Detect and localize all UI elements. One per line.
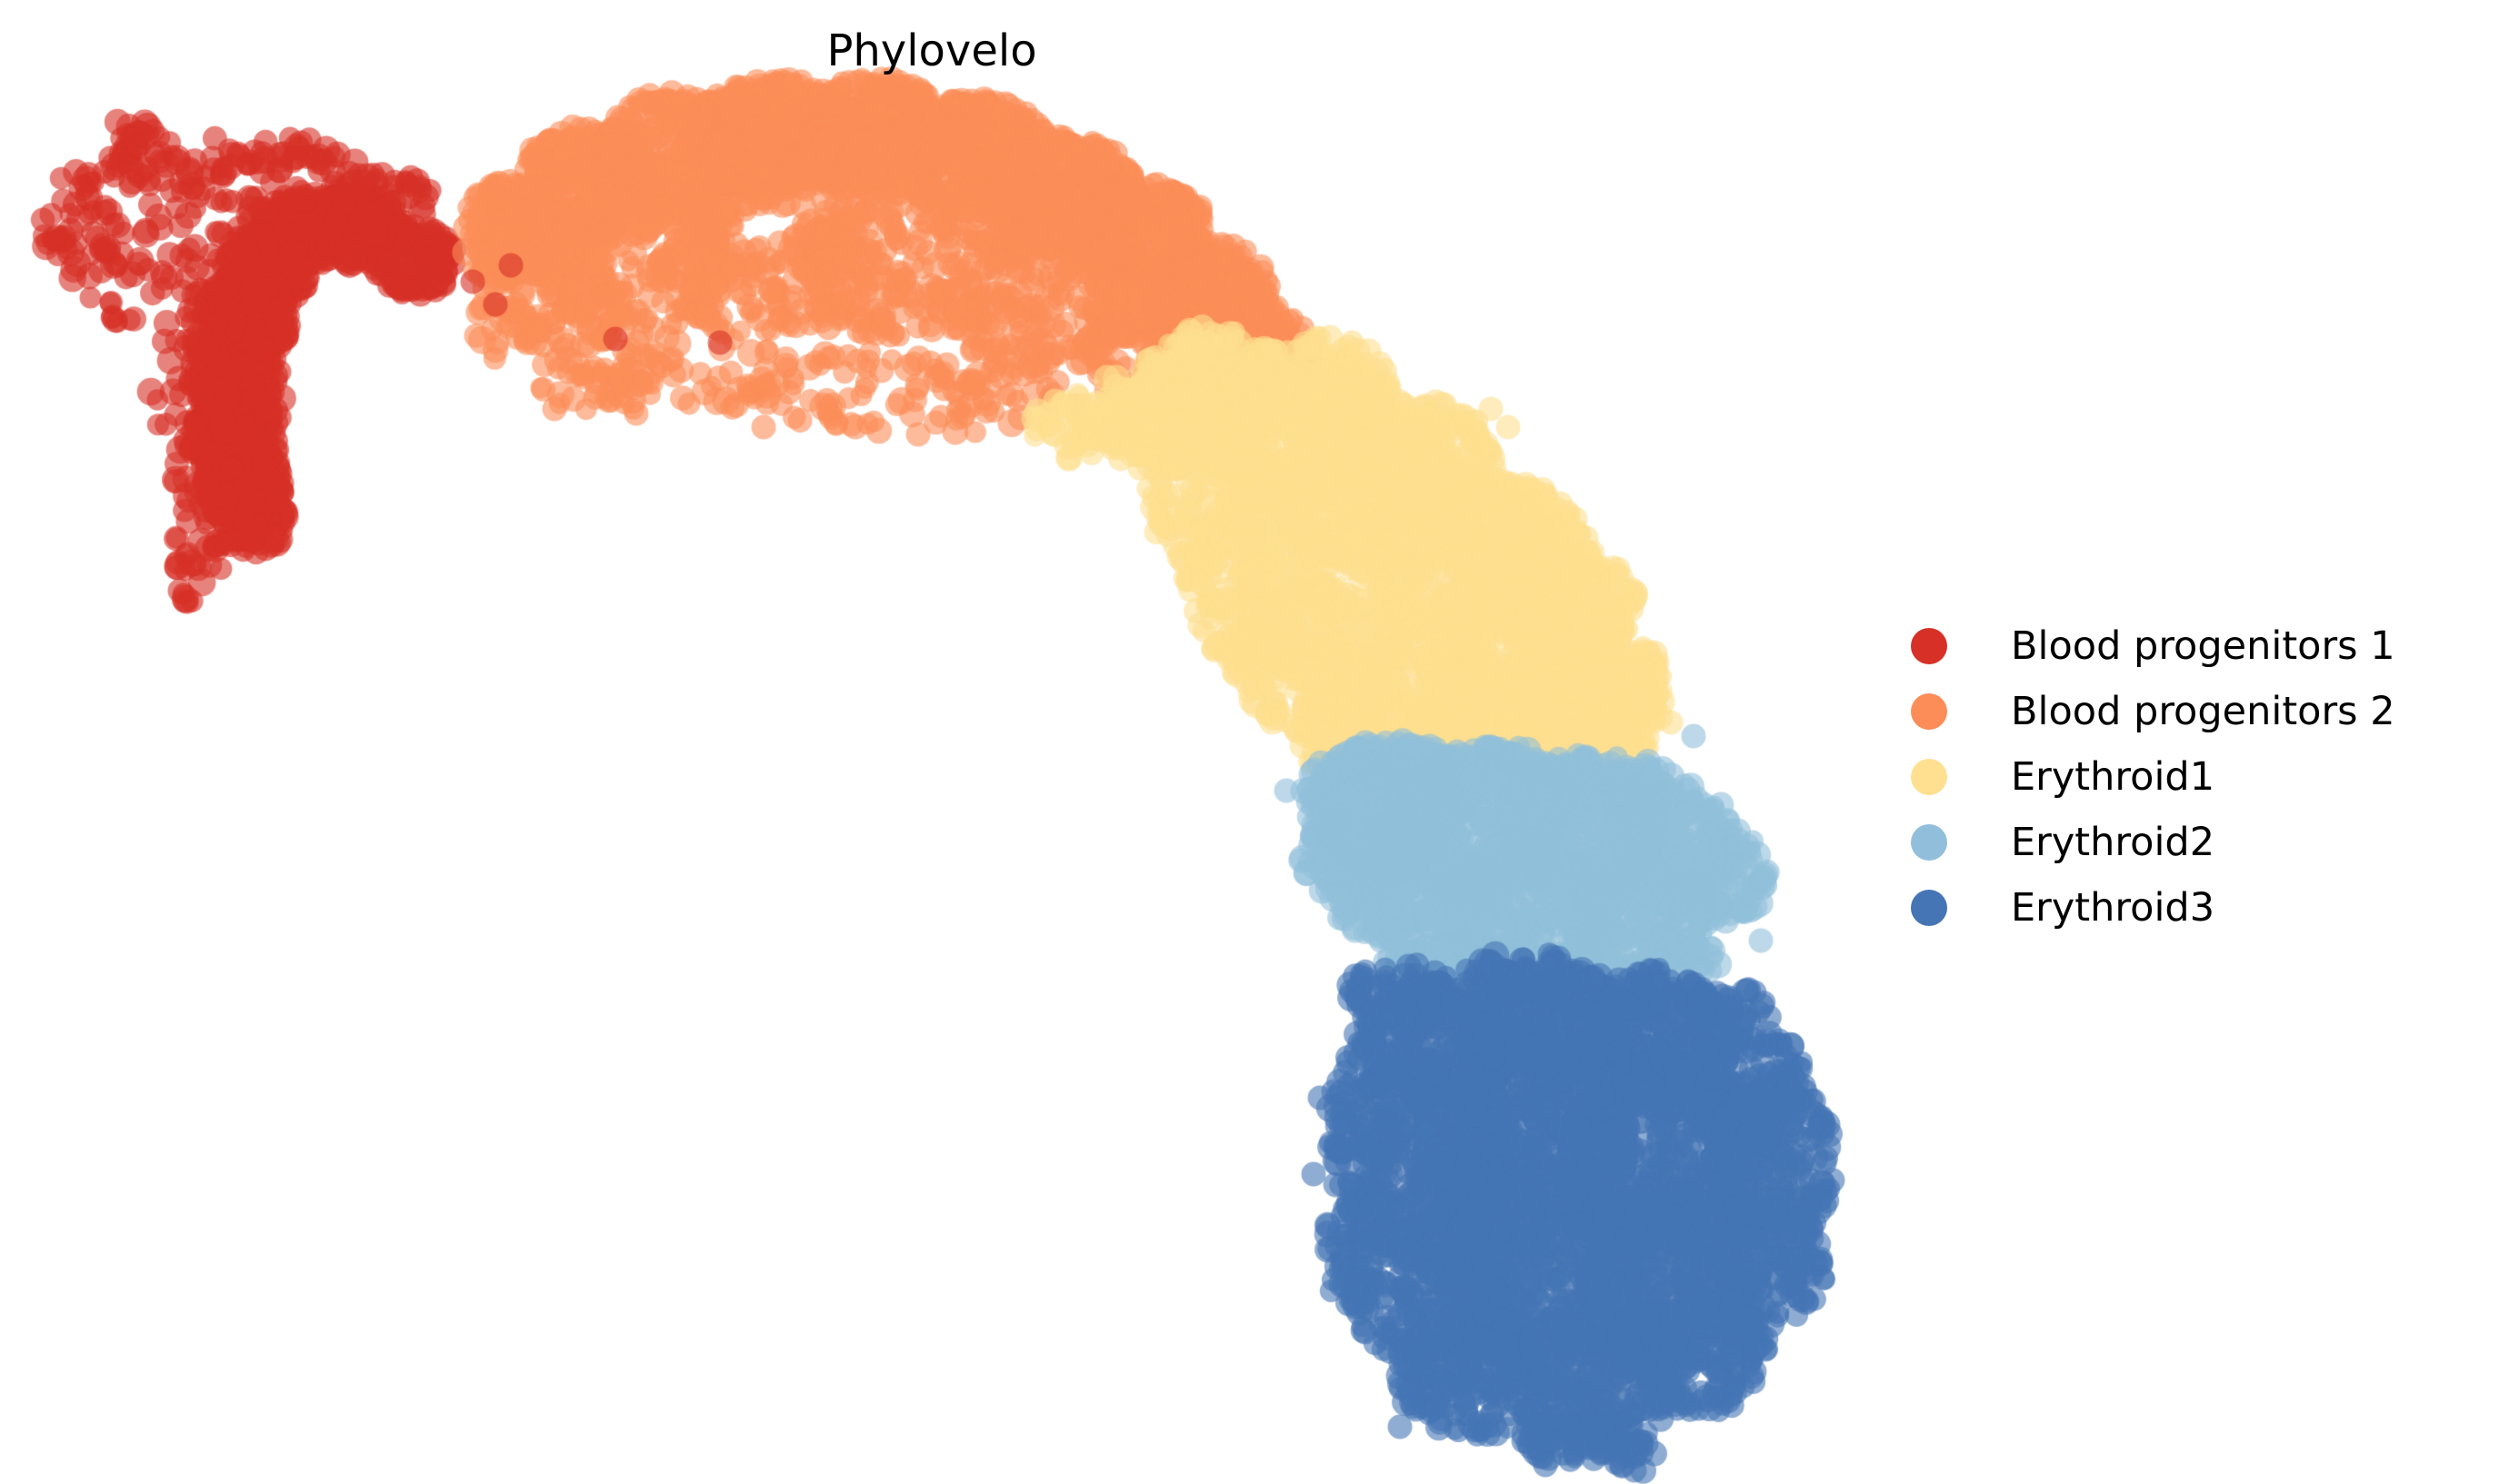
legend-item: Blood progenitors 1 (1909, 613, 2395, 679)
legend-item: Blood progenitors 2 (1909, 679, 2395, 744)
legend-marker (1911, 693, 1947, 730)
legend-marker (1911, 824, 1947, 861)
legend-item: Erythroid3 (1909, 875, 2395, 941)
legend-label: Erythroid3 (2011, 885, 2215, 931)
legend-item: Erythroid2 (1909, 810, 2395, 875)
legend-label: Blood progenitors 2 (2011, 689, 2395, 734)
chart-title: Phylovelo (826, 25, 1037, 76)
legend: Blood progenitors 1 Blood progenitors 2 … (1909, 613, 2395, 941)
legend-label: Erythroid1 (2011, 754, 2215, 800)
legend-marker (1911, 759, 1947, 795)
legend-item: Erythroid1 (1909, 744, 2395, 810)
legend-marker (1911, 890, 1947, 926)
legend-label: Blood progenitors 1 (2011, 623, 2395, 669)
legend-marker (1911, 628, 1947, 664)
legend-label: Erythroid2 (2011, 820, 2215, 865)
